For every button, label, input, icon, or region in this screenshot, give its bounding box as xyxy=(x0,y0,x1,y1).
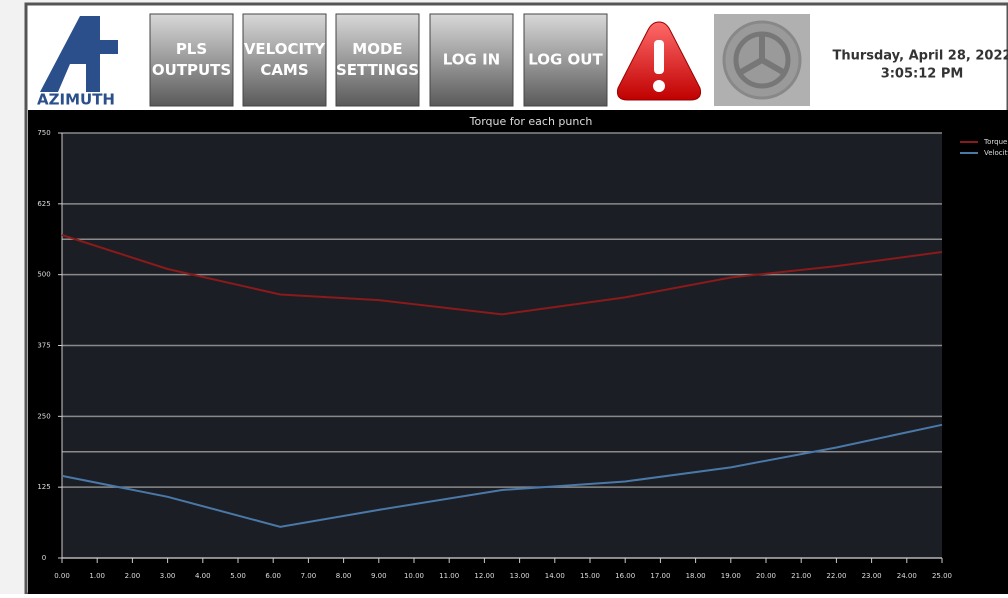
x-tick-label: 12.00 xyxy=(474,572,494,580)
x-tick-label: 21.00 xyxy=(791,572,811,580)
settings-button[interactable] xyxy=(714,14,810,106)
button-label: LOG IN xyxy=(443,51,500,69)
button-label: OUTPUTS xyxy=(152,61,231,79)
x-tick-label: 1.00 xyxy=(89,572,105,580)
series-line xyxy=(61,423,943,528)
nav-button[interactable]: MODE SETTINGS xyxy=(335,13,420,107)
nav-button[interactable]: VELOCITY CAMS xyxy=(242,13,327,107)
y-tick-label: 625 xyxy=(37,200,50,208)
nav-button[interactable]: LOG IN xyxy=(429,13,514,107)
y-tick-label: 125 xyxy=(37,483,50,491)
alarm-mark xyxy=(654,40,664,74)
x-tick-label: 0.00 xyxy=(54,572,70,580)
alarm-dot xyxy=(653,80,665,92)
y-tick-label: 0 xyxy=(42,554,46,562)
x-tick-label: 16.00 xyxy=(615,572,635,580)
y-tick-label: 375 xyxy=(37,342,50,350)
logo-mark xyxy=(40,16,100,92)
button-label: SETTINGS xyxy=(336,61,419,79)
alarm-button[interactable] xyxy=(612,14,706,106)
x-tick-label: 13.00 xyxy=(510,572,530,580)
button-face xyxy=(149,13,234,107)
button-label: PLS xyxy=(176,40,207,58)
time: 3:05:12 PM xyxy=(881,67,964,82)
x-tick-label: 2.00 xyxy=(125,572,141,580)
x-tick-label: 23.00 xyxy=(862,572,882,580)
logo: AZIMUTH xyxy=(37,16,118,109)
x-tick-label: 6.00 xyxy=(265,572,281,580)
logo-text: AZIMUTH xyxy=(37,91,115,109)
button-face xyxy=(429,13,514,107)
x-tick-label: 20.00 xyxy=(756,572,776,580)
x-tick-label: 3.00 xyxy=(160,572,176,580)
x-tick-label: 11.00 xyxy=(439,572,459,580)
button-label: VELOCITY xyxy=(244,40,326,58)
y-tick-label: 250 xyxy=(37,412,50,420)
gear-ring xyxy=(733,31,791,89)
x-tick-label: 22.00 xyxy=(826,572,846,580)
button-label: MODE xyxy=(352,40,402,58)
x-tick-label: 10.00 xyxy=(404,572,424,580)
chart-title: Torque for each punch xyxy=(469,115,593,128)
y-tick-label: 500 xyxy=(37,271,50,279)
button-face xyxy=(523,13,608,107)
x-tick-label: 8.00 xyxy=(336,572,352,580)
button-bar: PLS OUTPUTS VELOCITY CAMS MODE SETTINGS LOG IN… xyxy=(149,13,608,107)
y-tick-label: 750 xyxy=(37,129,50,137)
button-face xyxy=(335,13,420,107)
legend-label: Torque xyxy=(983,138,1007,146)
date: Thursday, April 28, 2022 xyxy=(832,49,1008,64)
x-tick-label: 15.00 xyxy=(580,572,600,580)
x-tick-label: 24.00 xyxy=(897,572,917,580)
nav-button[interactable]: PLS OUTPUTS xyxy=(149,13,234,107)
x-tick-label: 7.00 xyxy=(301,572,317,580)
gear-spokes xyxy=(739,36,785,75)
x-tick-label: 17.00 xyxy=(650,572,670,580)
x-tick-label: 14.00 xyxy=(545,572,565,580)
x-tick-label: 4.00 xyxy=(195,572,211,580)
x-tick-label: 25.00 xyxy=(932,572,952,580)
legend-label: Velocity xyxy=(984,149,1008,157)
x-tick-label: 19.00 xyxy=(721,572,741,580)
x-tick-label: 18.00 xyxy=(686,572,706,580)
chart: 0 125 250 375 500 625 750 0.00 1.00 2.00 3.00 4.00 5… xyxy=(37,129,1008,580)
x-tick-label: 9.00 xyxy=(371,572,387,580)
x-tick-label: 5.00 xyxy=(230,572,246,580)
nav-button[interactable]: LOG OUT xyxy=(523,13,608,107)
button-label: LOG OUT xyxy=(528,51,603,69)
button-label: CAMS xyxy=(260,61,308,79)
button-face xyxy=(242,13,327,107)
logo-bar xyxy=(88,40,118,54)
series-line xyxy=(61,234,943,316)
